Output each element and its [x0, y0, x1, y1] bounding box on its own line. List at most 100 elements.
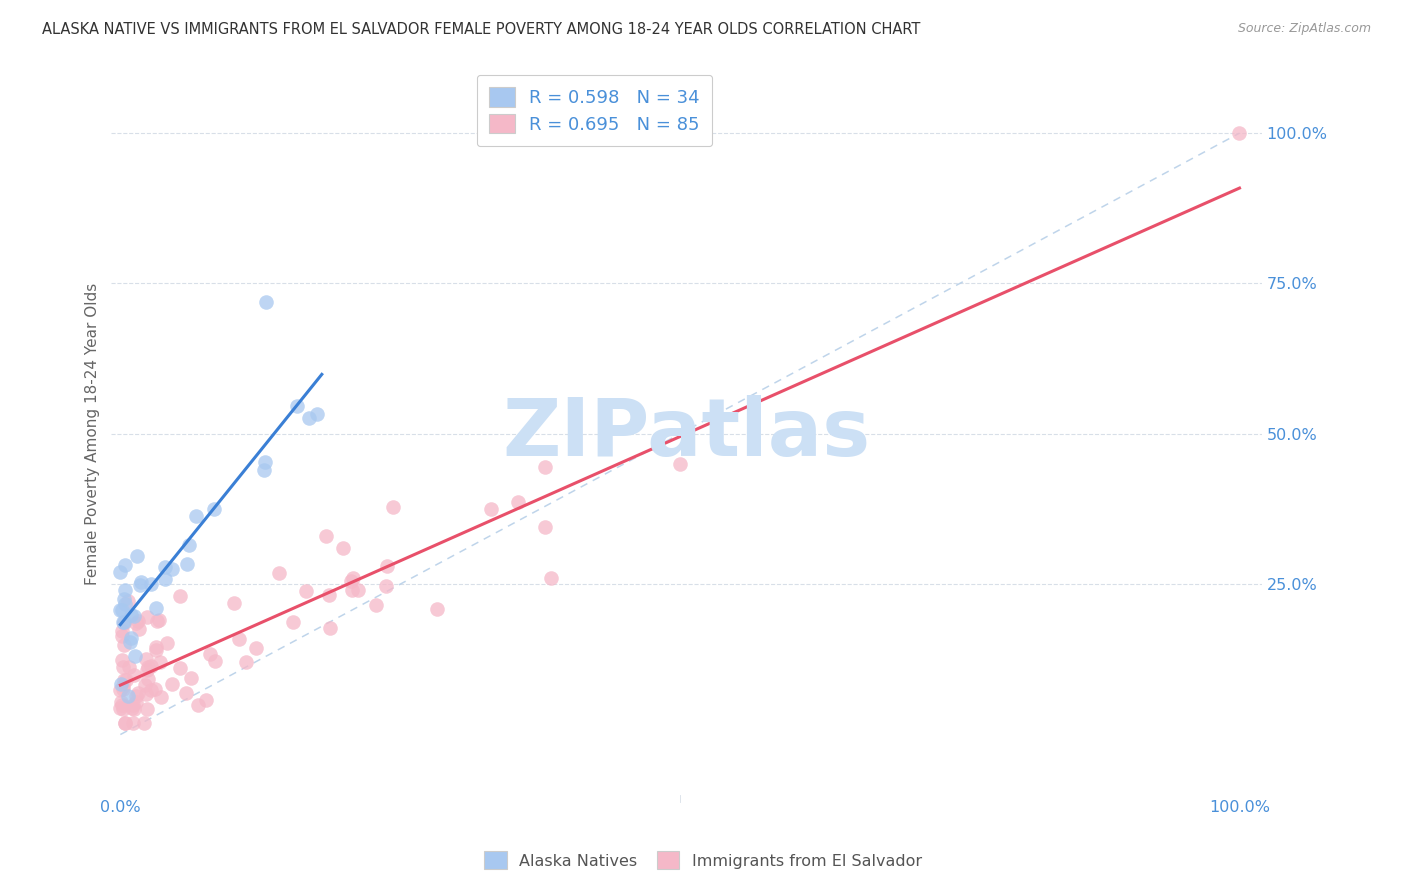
Point — [228, 632, 250, 647]
Point — [195, 693, 218, 707]
Point — [132, 715, 155, 730]
Y-axis label: Female Poverty Among 18-24 Year Olds: Female Poverty Among 18-24 Year Olds — [86, 283, 100, 585]
Point — [1229, 126, 1251, 140]
Point — [112, 615, 135, 630]
Point — [153, 572, 176, 586]
Point — [120, 608, 142, 623]
Point — [135, 702, 157, 716]
Point — [222, 596, 245, 610]
Point — [117, 690, 139, 704]
Point — [318, 588, 340, 602]
Point — [534, 520, 557, 534]
Point — [110, 696, 132, 710]
Point — [112, 615, 135, 630]
Point — [342, 571, 364, 585]
Point — [111, 629, 134, 643]
Legend: R = 0.598   N = 34, R = 0.695   N = 85: R = 0.598 N = 34, R = 0.695 N = 85 — [477, 75, 713, 146]
Point — [506, 494, 529, 508]
Point — [307, 407, 329, 421]
Point — [124, 695, 146, 709]
Point — [245, 640, 267, 655]
Point — [269, 566, 291, 580]
Point — [125, 689, 148, 703]
Point — [254, 294, 277, 309]
Point — [145, 643, 167, 657]
Point — [669, 457, 692, 471]
Point — [366, 598, 388, 612]
Text: Source: ZipAtlas.com: Source: ZipAtlas.com — [1237, 22, 1371, 36]
Point — [135, 688, 157, 702]
Point — [117, 593, 139, 607]
Point — [121, 698, 143, 712]
Point — [112, 615, 135, 630]
Point — [111, 660, 134, 674]
Point — [347, 582, 370, 597]
Point — [339, 574, 361, 589]
Point — [122, 668, 145, 682]
Point — [340, 583, 363, 598]
Point — [114, 715, 136, 730]
Point — [128, 622, 150, 636]
Point — [381, 500, 404, 515]
Point — [540, 571, 562, 585]
Point — [125, 615, 148, 630]
Point — [111, 679, 134, 693]
Point — [114, 597, 136, 611]
Point — [112, 673, 135, 687]
Point — [139, 576, 162, 591]
Point — [481, 501, 503, 516]
Point — [294, 584, 316, 599]
Point — [110, 683, 132, 698]
Point — [298, 411, 321, 425]
Point — [148, 614, 170, 628]
Point — [254, 455, 277, 469]
Point — [110, 603, 132, 617]
Point — [121, 700, 143, 714]
Point — [111, 652, 134, 666]
Point — [136, 663, 159, 677]
Point — [332, 541, 354, 555]
Point — [160, 561, 183, 575]
Point — [145, 600, 167, 615]
Point — [112, 591, 135, 606]
Point — [184, 508, 207, 523]
Point — [177, 538, 200, 552]
Point — [148, 655, 170, 669]
Point — [375, 559, 398, 574]
Point — [145, 640, 167, 654]
Point — [136, 610, 159, 624]
Point — [111, 602, 134, 616]
Point — [285, 400, 308, 414]
Point — [153, 559, 176, 574]
Point — [110, 677, 132, 691]
Point — [145, 681, 167, 696]
Point — [253, 463, 276, 477]
Point — [141, 683, 163, 698]
Point — [114, 582, 136, 597]
Point — [127, 549, 149, 564]
Point — [156, 635, 179, 649]
Point — [110, 565, 132, 579]
Point — [319, 621, 342, 635]
Text: ALASKA NATIVE VS IMMIGRANTS FROM EL SALVADOR FEMALE POVERTY AMONG 18-24 YEAR OLD: ALASKA NATIVE VS IMMIGRANTS FROM EL SALV… — [42, 22, 921, 37]
Point — [110, 700, 132, 714]
Point — [135, 651, 157, 665]
Point — [120, 632, 142, 646]
Point — [131, 575, 153, 590]
Point — [174, 686, 197, 700]
Point — [111, 624, 134, 638]
Point — [118, 635, 141, 649]
Point — [127, 614, 149, 628]
Point — [118, 660, 141, 674]
Point — [176, 557, 198, 571]
Point — [122, 608, 145, 623]
Point — [315, 529, 337, 543]
Point — [111, 698, 134, 712]
Point — [169, 589, 191, 603]
Point — [136, 659, 159, 673]
Point — [375, 579, 398, 593]
Point — [114, 558, 136, 573]
Point — [162, 677, 184, 691]
Point — [127, 685, 149, 699]
Point — [146, 614, 169, 628]
